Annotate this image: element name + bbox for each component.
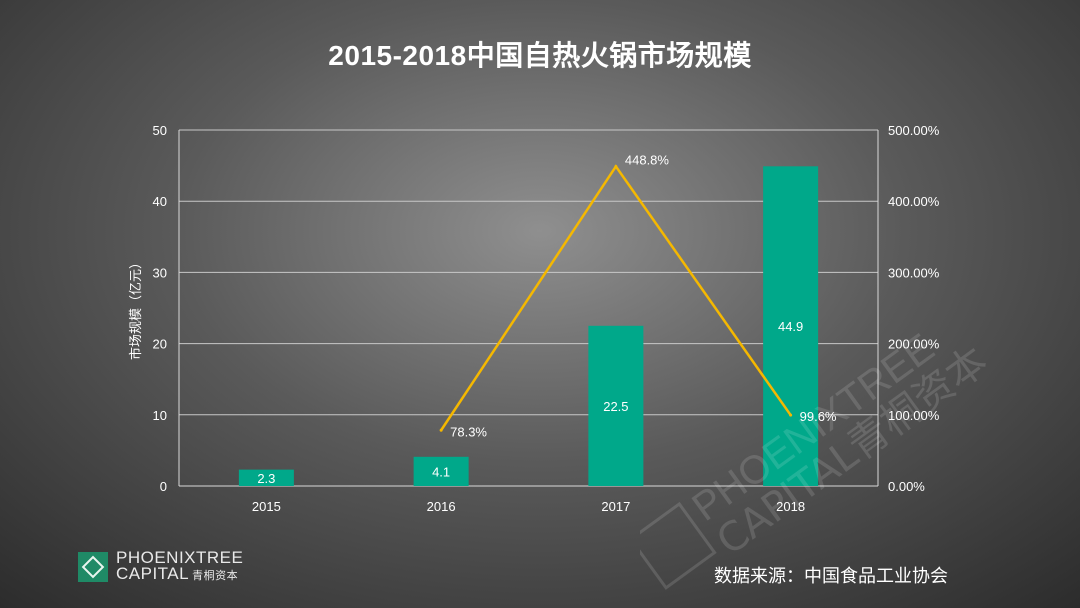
bar [588, 325, 644, 486]
x-tick-label: 2016 [427, 499, 456, 514]
bar-value-label: 44.9 [778, 319, 803, 334]
gridlines [179, 129, 878, 487]
y2-tick-label: 0.00% [888, 479, 925, 494]
y2-tick-label: 300.00% [888, 265, 940, 280]
bar [763, 166, 819, 486]
axes: 010203040500.00%100.00%200.00%300.00%400… [153, 123, 940, 514]
line-value-label: 78.3% [450, 424, 487, 439]
bar [238, 469, 294, 486]
y-tick-label: 20 [153, 337, 167, 352]
source-note: 数据来源：中国食品工业协会 [714, 566, 948, 587]
y-tick-label: 40 [153, 194, 167, 209]
logo-line1: PHOENIXTREE [116, 548, 244, 567]
y-tick-label: 0 [160, 479, 167, 494]
line-value-label: 448.8% [625, 152, 670, 167]
line-series [439, 164, 793, 432]
logo-line2: CAPITAL [116, 564, 190, 583]
line-point [614, 164, 618, 168]
chart-title: 2015-2018中国自热火锅市场规模 [328, 40, 752, 71]
line-value-label: 99.6% [800, 409, 837, 424]
bar-series [238, 166, 819, 486]
y-axis-label: 市场规模（亿元） [128, 256, 144, 360]
x-tick-label: 2015 [252, 499, 281, 514]
y2-tick-label: 200.00% [888, 337, 940, 352]
line-point [439, 428, 443, 432]
y-tick-label: 50 [153, 123, 167, 138]
logo-line2-cn: 青桐资本 [192, 569, 239, 582]
phoenixtree-logo-icon [78, 552, 108, 582]
y2-tick-label: 500.00% [888, 123, 940, 138]
data-labels: 2.3 4.1 22.5 44.9 78.3% 448.8% 99.6% [257, 152, 837, 485]
brand-logo: PHOENIXTREE CAPITAL 青桐资本 [78, 548, 244, 584]
y2-tick-label: 400.00% [888, 194, 940, 209]
x-tick-label: 2017 [601, 499, 630, 514]
bar-value-label: 22.5 [603, 399, 628, 414]
bar-value-label: 2.3 [257, 471, 275, 486]
line-point [789, 413, 793, 417]
y-tick-label: 10 [153, 408, 167, 423]
y-tick-label: 30 [153, 265, 167, 280]
y2-tick-label: 100.00% [888, 408, 940, 423]
x-tick-label: 2018 [776, 499, 805, 514]
bar [413, 456, 469, 486]
bar-value-label: 4.1 [432, 464, 450, 479]
